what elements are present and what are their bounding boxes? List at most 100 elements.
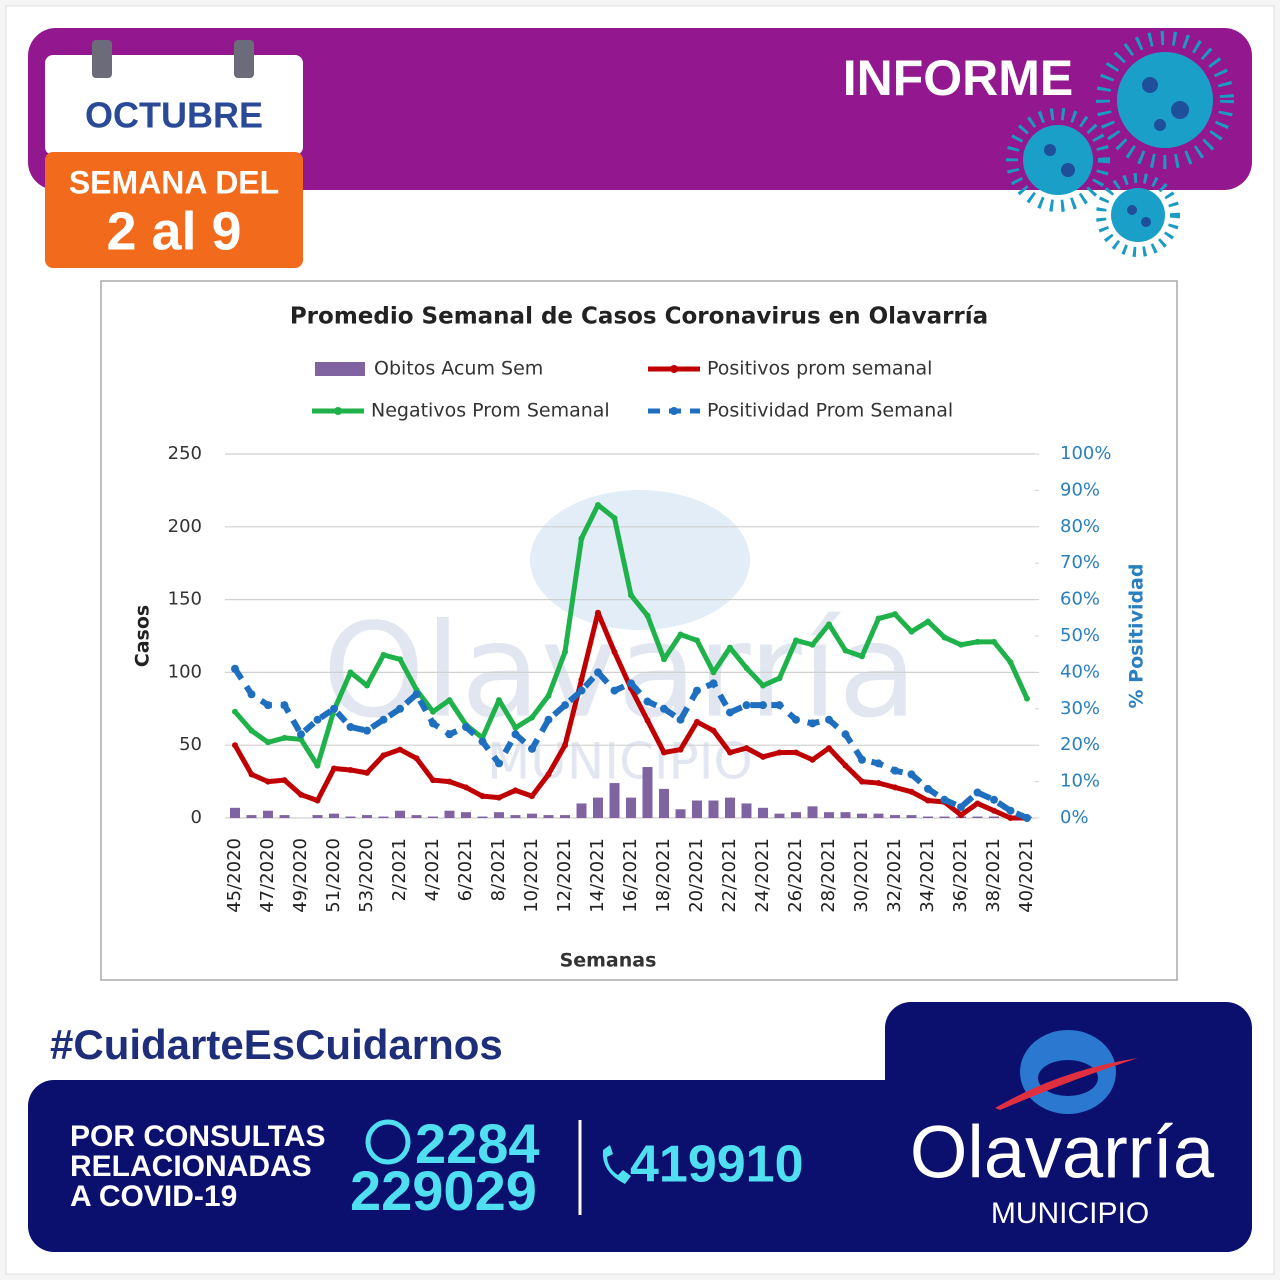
line-point <box>379 715 388 724</box>
line-point <box>364 682 370 689</box>
line-point <box>331 765 337 772</box>
line-point <box>446 697 453 704</box>
line-point <box>958 641 964 648</box>
line-point <box>496 697 502 704</box>
line-point <box>991 638 997 645</box>
x-tick-label: 47/2020 <box>257 838 278 913</box>
y2-tick-label: 60% <box>1060 589 1100 610</box>
line-point <box>924 784 932 793</box>
y2-tick-label: 30% <box>1060 698 1100 719</box>
line-point <box>578 535 585 542</box>
legend-swatch-dot <box>670 407 678 415</box>
line-point <box>826 621 832 628</box>
line-point <box>826 745 832 752</box>
line-point <box>248 727 255 734</box>
x-tick-label: 10/2021 <box>521 838 542 913</box>
line-point <box>908 628 915 635</box>
bar <box>444 810 455 818</box>
calendar-ring <box>92 40 112 78</box>
bar <box>263 810 273 818</box>
bar <box>791 812 801 818</box>
y-tick-label: 0 <box>191 807 202 828</box>
legend-label: Negativos Prom Semanal <box>371 400 610 422</box>
chart-box <box>100 280 1178 981</box>
line-point <box>529 714 535 721</box>
line-point <box>281 777 288 784</box>
line-point <box>281 734 288 741</box>
x-tick-label: 14/2021 <box>587 838 608 913</box>
bar <box>246 815 257 818</box>
legend-swatch <box>315 362 365 376</box>
bar <box>543 815 554 818</box>
y2-tick-label: 40% <box>1060 661 1100 682</box>
bar <box>593 797 603 818</box>
week-range: 2 al 9 <box>106 201 241 261</box>
x-tick-label: 49/2020 <box>290 838 311 913</box>
line-point <box>545 692 552 699</box>
line-point <box>561 701 569 710</box>
y2-tick-label: 10% <box>1060 771 1100 792</box>
bar <box>890 815 900 818</box>
x-tick-label: 34/2021 <box>917 838 938 913</box>
line-point <box>610 686 619 695</box>
calendar <box>45 55 303 155</box>
line-point <box>742 701 751 710</box>
line-point <box>874 759 883 768</box>
bar <box>411 815 422 818</box>
line-point <box>429 719 437 728</box>
line-point <box>793 637 799 644</box>
x-tick-label: 12/2021 <box>554 838 575 913</box>
line-point <box>363 726 371 735</box>
line-point <box>231 664 239 673</box>
line-point <box>793 749 799 756</box>
line-point <box>808 719 817 728</box>
phone-icon <box>602 1145 631 1184</box>
line-point <box>809 641 816 648</box>
x-tick-label: 38/2021 <box>983 838 1004 913</box>
line-point <box>330 704 338 713</box>
line-point <box>677 746 684 753</box>
line-point <box>496 794 502 801</box>
bar <box>758 807 768 818</box>
legend-label: Obitos Acum Sem <box>374 358 543 380</box>
x-tick-label: 20/2021 <box>686 838 707 913</box>
x-tick-label: 45/2020 <box>224 838 245 913</box>
line-point <box>792 715 800 724</box>
x-tick-label: 24/2021 <box>752 838 773 913</box>
line-point <box>677 631 684 638</box>
line-point <box>859 778 865 785</box>
line-point <box>627 679 635 688</box>
calendar-ring <box>234 40 254 78</box>
whatsapp-number: 2284 <box>415 1112 540 1175</box>
chart: Promedio Semanal de Casos Coronavirus en… <box>132 304 1148 972</box>
logo-mark <box>995 1030 1138 1114</box>
bar <box>576 803 587 818</box>
contact-text: A COVID-19 <box>70 1180 237 1213</box>
line-point <box>1007 659 1014 666</box>
line-point <box>232 742 238 749</box>
line-point <box>958 812 964 819</box>
line-point <box>314 762 321 769</box>
line-point <box>265 778 271 785</box>
x-tick-label: 53/2020 <box>356 838 377 913</box>
virus-decoration <box>1006 31 1234 257</box>
line-point <box>298 791 304 798</box>
line-point <box>380 752 387 759</box>
y2-tick-label: 20% <box>1060 734 1100 755</box>
line-point <box>313 715 322 724</box>
x-tick-label: 4/2021 <box>422 838 443 901</box>
line-point <box>925 797 931 804</box>
line-point <box>430 708 436 715</box>
line-point <box>858 755 866 764</box>
line-point <box>512 724 519 731</box>
x-tick-label: 8/2021 <box>488 838 509 901</box>
line-point <box>248 771 255 778</box>
line-point <box>842 647 849 654</box>
line-point <box>892 784 898 791</box>
bar <box>725 797 735 818</box>
bar <box>807 806 818 818</box>
line-point <box>1007 815 1014 821</box>
bar <box>824 812 834 818</box>
line-point <box>412 690 421 699</box>
line-point <box>709 679 718 688</box>
